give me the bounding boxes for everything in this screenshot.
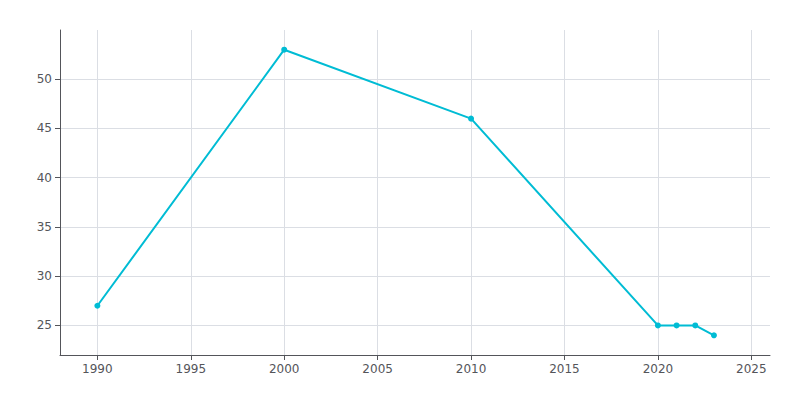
svg-text:45: 45 — [37, 121, 52, 135]
svg-text:2020: 2020 — [643, 362, 674, 376]
svg-text:1995: 1995 — [176, 362, 207, 376]
svg-text:30: 30 — [37, 269, 52, 283]
svg-text:40: 40 — [37, 171, 52, 185]
svg-text:25: 25 — [37, 318, 52, 332]
svg-text:2005: 2005 — [362, 362, 393, 376]
svg-text:50: 50 — [37, 72, 52, 86]
svg-text:2010: 2010 — [456, 362, 487, 376]
svg-text:1990: 1990 — [82, 362, 113, 376]
svg-text:35: 35 — [37, 220, 52, 234]
svg-text:2025: 2025 — [736, 362, 767, 376]
svg-text:2000: 2000 — [269, 362, 300, 376]
svg-text:2015: 2015 — [549, 362, 580, 376]
